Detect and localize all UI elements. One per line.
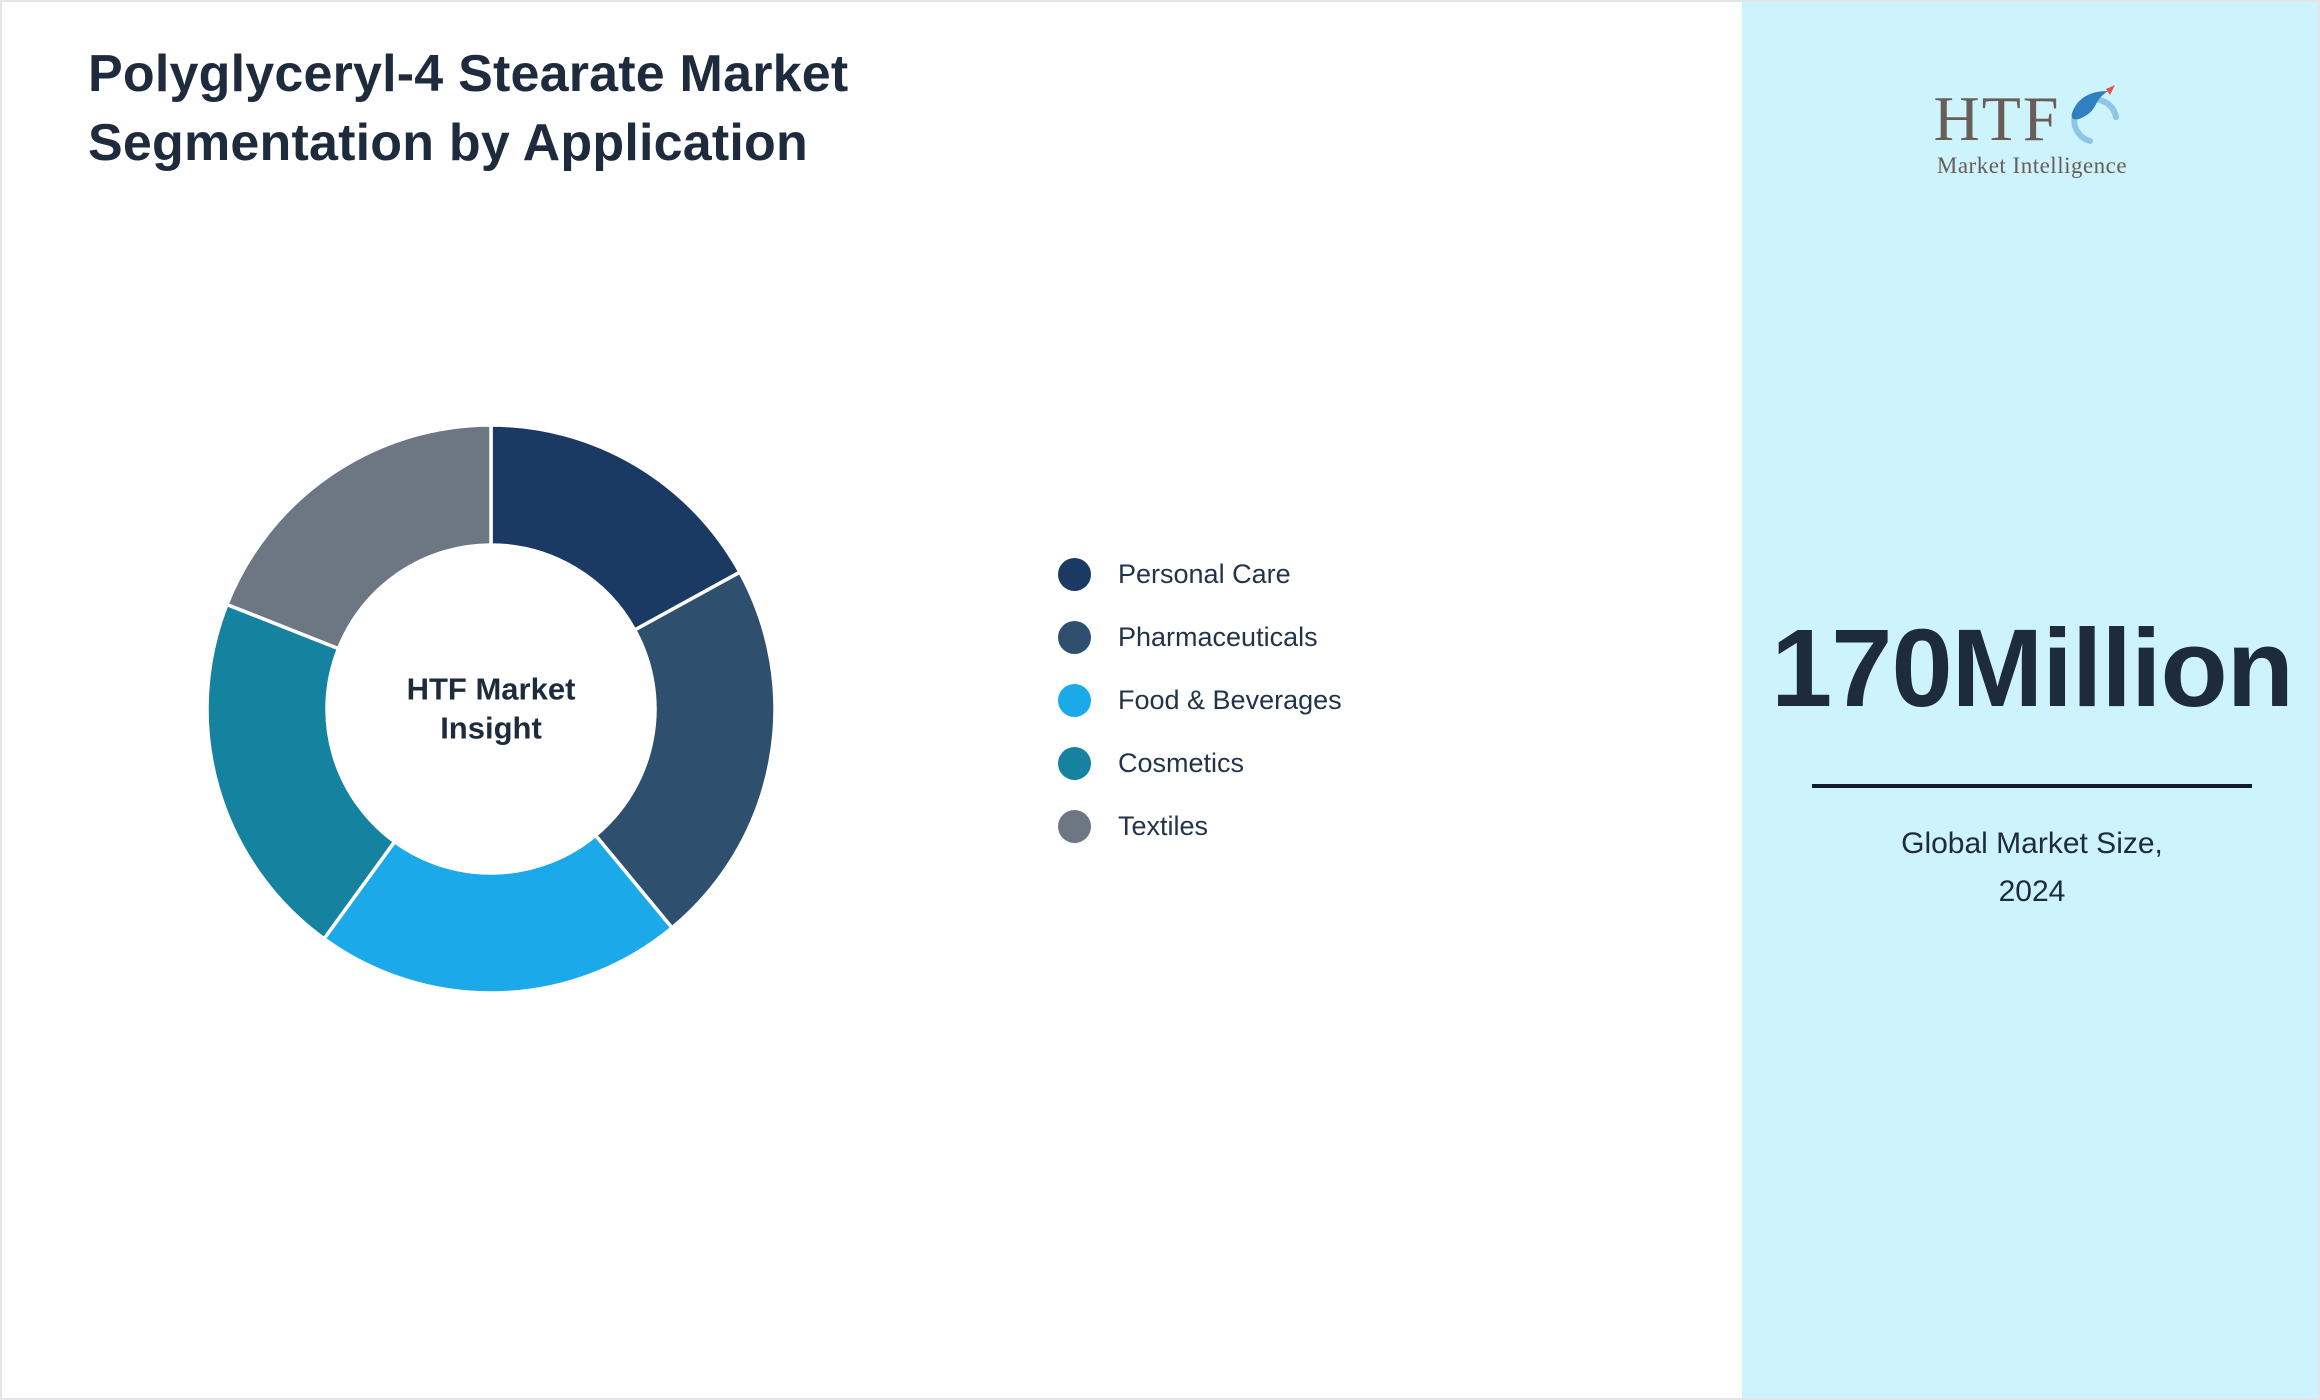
legend-label: Personal Care	[1118, 559, 1291, 589]
legend-item-cosmetics: Cosmetics	[1058, 747, 1342, 780]
donut-segment-textiles	[225, 423, 493, 651]
sidebar: HTF Market Intelligence 170Million Globa…	[1742, 2, 2318, 1398]
caption-line-2: 2024	[1998, 875, 2066, 908]
market-size-caption: Global Market Size, 2024	[1742, 820, 2318, 916]
legend-label: Food & Beverages	[1118, 685, 1342, 715]
page-title: Polyglyceryl-4 Stearate Market Segmentat…	[88, 40, 848, 177]
legend-item-pharmaceuticals: Pharmaceuticals	[1058, 621, 1342, 654]
legend-dot	[1058, 621, 1091, 654]
donut-center-label: HTF Market Insight	[351, 670, 631, 748]
donut-segment-personal-care	[489, 423, 742, 632]
legend-item-textiles: Textiles	[1058, 810, 1342, 843]
caption-line-1: Global Market Size,	[1901, 827, 2163, 860]
divider	[1812, 784, 2252, 788]
donut-segment-food-beverages	[322, 833, 674, 995]
donut-chart: HTF Market Insight	[191, 409, 791, 1009]
legend-dot	[1058, 747, 1091, 780]
logo-text: HTF	[1933, 83, 2061, 154]
legend: Personal Care Pharmaceuticals Food & Bever…	[1058, 558, 1342, 873]
title-line-1: Polyglyceryl-4 Stearate Market	[88, 45, 849, 103]
title-line-2: Segmentation by Application	[88, 113, 808, 172]
legend-dot	[1058, 558, 1091, 591]
donut-center-line-1: HTF Market	[406, 671, 576, 707]
legend-dot	[1058, 810, 1091, 843]
htf-logo: HTF Market Intelligence	[1742, 83, 2318, 179]
dolphin-icon	[2071, 85, 2120, 144]
donut-segment-cosmetics	[205, 602, 397, 941]
market-size-value: 170Million	[1771, 607, 2294, 730]
donut-center-line-2: Insight	[440, 710, 542, 745]
legend-label: Pharmaceuticals	[1118, 622, 1318, 652]
chart-panel: Polyglyceryl-4 Stearate Market Segmentat…	[2, 2, 1742, 1398]
donut-segment-pharmaceuticals	[593, 570, 777, 930]
legend-item-food-beverages: Food & Beverages	[1058, 684, 1342, 717]
logo-row: HTF	[1742, 83, 2318, 154]
logo-subtext: Market Intelligence	[1936, 153, 2128, 178]
legend-dot	[1058, 684, 1091, 717]
legend-label: Textiles	[1118, 811, 1209, 841]
legend-item-personal-care: Personal Care	[1058, 558, 1342, 591]
donut-svg	[205, 423, 777, 995]
legend-label: Cosmetics	[1118, 748, 1245, 778]
